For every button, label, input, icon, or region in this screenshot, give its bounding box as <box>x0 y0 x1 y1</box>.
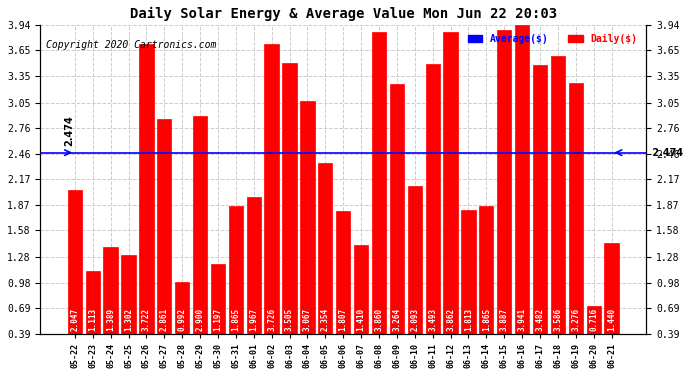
Text: 3.482: 3.482 <box>535 308 544 332</box>
Bar <box>533 65 547 368</box>
Text: 2.093: 2.093 <box>411 308 420 332</box>
Bar <box>264 44 279 368</box>
Bar <box>68 190 82 368</box>
Text: 1.113: 1.113 <box>88 308 97 332</box>
Text: 3.067: 3.067 <box>303 308 312 332</box>
Text: Copyright 2020 Cartronics.com: Copyright 2020 Cartronics.com <box>46 40 217 51</box>
Bar <box>211 264 225 368</box>
Bar <box>354 245 368 368</box>
Bar <box>479 206 493 368</box>
Bar <box>193 116 207 368</box>
Bar <box>444 32 457 368</box>
Bar <box>175 282 189 368</box>
Text: 3.941: 3.941 <box>518 308 526 332</box>
Bar <box>300 101 315 368</box>
Text: 3.276: 3.276 <box>571 308 580 332</box>
Text: 2.900: 2.900 <box>195 308 205 332</box>
Text: 2.474: 2.474 <box>649 148 683 158</box>
Text: 3.722: 3.722 <box>142 308 151 332</box>
Text: 2.047: 2.047 <box>70 308 79 332</box>
Title: Daily Solar Energy & Average Value Mon Jun 22 20:03: Daily Solar Energy & Average Value Mon J… <box>130 7 557 21</box>
Text: 1.865: 1.865 <box>482 308 491 332</box>
Text: 1.197: 1.197 <box>213 308 222 332</box>
Bar <box>121 255 136 368</box>
Bar <box>515 25 529 368</box>
Text: 0.716: 0.716 <box>589 308 598 332</box>
Text: 3.264: 3.264 <box>393 308 402 332</box>
Bar <box>586 306 601 368</box>
Bar <box>157 119 172 368</box>
Bar <box>86 271 100 368</box>
Bar <box>390 84 404 368</box>
Bar <box>426 64 440 368</box>
Bar <box>462 210 475 368</box>
Text: 1.410: 1.410 <box>357 308 366 332</box>
Text: 1.967: 1.967 <box>249 308 258 332</box>
Text: 1.813: 1.813 <box>464 308 473 332</box>
Text: 3.493: 3.493 <box>428 308 437 332</box>
Bar <box>139 44 154 368</box>
Text: 2.861: 2.861 <box>160 308 169 332</box>
Text: 3.862: 3.862 <box>446 308 455 332</box>
Legend: Average($), Daily($): Average($), Daily($) <box>464 30 642 48</box>
Text: 3.586: 3.586 <box>553 308 562 332</box>
Text: 1.865: 1.865 <box>231 308 240 332</box>
Bar <box>104 247 118 368</box>
Text: 1.389: 1.389 <box>106 308 115 332</box>
Bar <box>318 163 333 368</box>
Bar <box>408 186 422 368</box>
Bar <box>246 197 261 368</box>
Bar <box>551 56 565 368</box>
Bar <box>569 83 583 368</box>
Text: 2.354: 2.354 <box>321 308 330 332</box>
Text: 0.992: 0.992 <box>178 308 187 332</box>
Text: 3.505: 3.505 <box>285 308 294 332</box>
Text: 3.887: 3.887 <box>500 308 509 332</box>
Bar <box>604 243 619 368</box>
Bar <box>336 211 351 368</box>
Bar <box>372 32 386 368</box>
Bar <box>228 206 243 368</box>
Bar <box>282 63 297 368</box>
Text: 3.860: 3.860 <box>375 308 384 332</box>
Text: 1.440: 1.440 <box>607 308 616 332</box>
Bar <box>497 30 511 368</box>
Text: 2.474: 2.474 <box>64 115 75 146</box>
Text: 1.302: 1.302 <box>124 308 133 332</box>
Text: 1.807: 1.807 <box>339 308 348 332</box>
Text: 3.726: 3.726 <box>267 308 276 332</box>
